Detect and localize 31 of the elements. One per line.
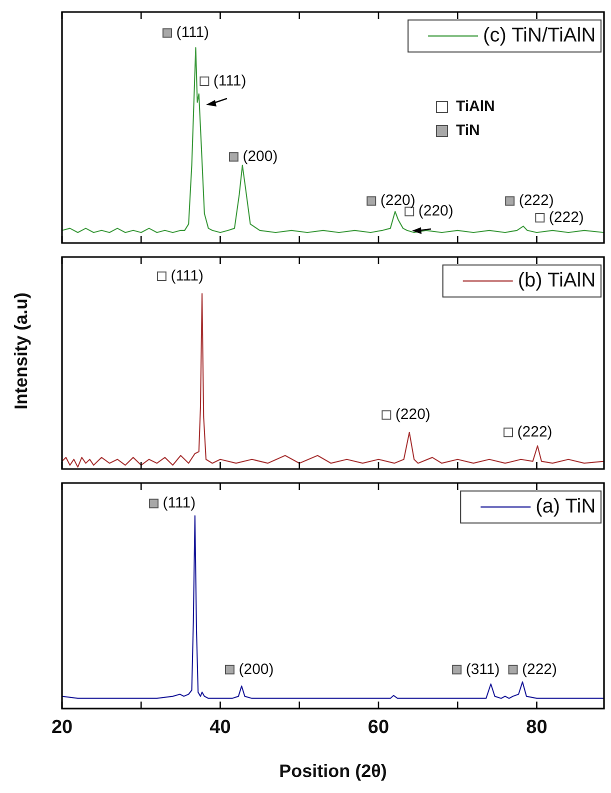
point bbox=[162, 28, 172, 38]
annotation: (220) bbox=[380, 192, 416, 210]
legend-label: (a) TiN bbox=[536, 496, 596, 518]
legend-label: TiAlN bbox=[456, 98, 495, 116]
annotation: (222) bbox=[548, 208, 584, 226]
annotation: (200) bbox=[238, 660, 274, 678]
annotation: (111) bbox=[170, 267, 204, 284]
annotation: (220) bbox=[395, 406, 430, 424]
annotation: (222) bbox=[522, 660, 558, 678]
annotation: (222) bbox=[517, 424, 552, 441]
annotation: (220) bbox=[418, 202, 454, 220]
point bbox=[228, 152, 238, 162]
legend-label: TiN bbox=[456, 122, 480, 140]
x-tick-label: 20 bbox=[51, 717, 73, 738]
legend-label: (c) TiN/TiAlN bbox=[483, 24, 596, 47]
y-axis-title: Intensity (a.u) bbox=[10, 292, 31, 410]
annotation: (311) bbox=[466, 660, 500, 678]
legend-label: (b) TiAlN bbox=[518, 270, 596, 292]
annotation: (222) bbox=[518, 192, 554, 210]
point bbox=[200, 76, 210, 86]
x-tick-label: 80 bbox=[526, 717, 548, 738]
x-axis-title: Position (2θ) bbox=[279, 761, 387, 782]
point bbox=[535, 213, 545, 223]
annotation: (200) bbox=[242, 148, 278, 166]
annotation: (111) bbox=[162, 494, 196, 512]
x-tick-label: 40 bbox=[210, 717, 231, 738]
annotation: (111) bbox=[176, 24, 210, 42]
x-tick-label: 60 bbox=[368, 717, 390, 738]
point bbox=[366, 196, 376, 206]
annotation: (111) bbox=[213, 72, 246, 90]
point bbox=[505, 196, 515, 206]
